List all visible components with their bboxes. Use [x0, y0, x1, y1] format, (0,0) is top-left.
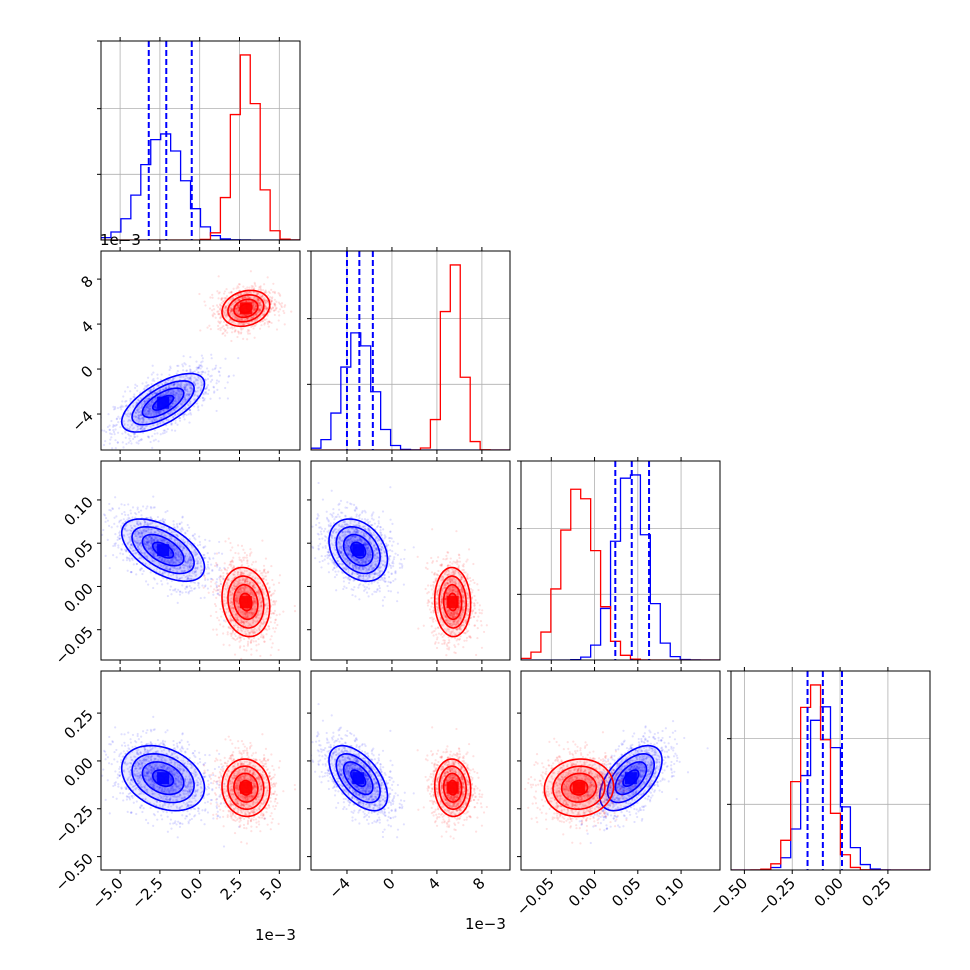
- y-tick-label: 0: [77, 362, 96, 381]
- x-tick-label: 4: [424, 874, 443, 893]
- axes-frame: [100, 670, 301, 871]
- peak-blue-2-1: [352, 544, 365, 557]
- y-tick-label: 0.00: [60, 580, 96, 616]
- axes-frame: [100, 460, 301, 661]
- histogram-red-0: [101, 54, 300, 240]
- x-tick-label: 0: [379, 874, 398, 893]
- peak-red-3-1: [446, 781, 459, 794]
- x-exponent-label: 1e−3: [255, 926, 296, 944]
- panel-1-1: [307, 247, 511, 454]
- panel-3-3: [727, 667, 931, 874]
- axes-frame: [730, 670, 931, 871]
- peak-blue-3-0: [157, 772, 170, 785]
- axes-frame: [520, 460, 721, 661]
- y-tick-label: −0.05: [52, 623, 97, 668]
- x-tick-label: −0.25: [754, 874, 799, 919]
- peak-red-2-1: [446, 596, 459, 609]
- peak-blue-2-0: [157, 544, 170, 557]
- x-tick-label: 0.05: [608, 874, 644, 910]
- x-tick-label: 0.00: [811, 874, 847, 910]
- peak-red-3-0: [239, 781, 252, 794]
- scatter-blue-2-0: [101, 495, 267, 622]
- x-tick-label: −4: [325, 874, 353, 902]
- x-tick-label: −2.5: [128, 874, 166, 912]
- axes-frame: [310, 460, 511, 661]
- axes-frame: [310, 670, 511, 871]
- peak-red-1-0: [239, 302, 252, 315]
- x-tick-label: −5.0: [88, 874, 126, 912]
- peak-blue-3-2: [624, 772, 637, 785]
- panel-3-2: [517, 667, 721, 874]
- y-tick-label: 0.00: [60, 754, 96, 790]
- panel-2-0: [97, 457, 301, 664]
- peak-blue-3-1: [352, 772, 365, 785]
- y-tick-label: −4: [68, 407, 96, 435]
- y-tick-label: 0.25: [60, 706, 96, 742]
- y-exponent-label: 1e−3: [100, 231, 141, 249]
- x-tick-label: −0.05: [513, 874, 558, 919]
- x-exponent-label: 1e−3: [465, 915, 506, 933]
- axes-frame: [310, 250, 511, 451]
- peak-red-2-0: [239, 596, 252, 609]
- panel-0-0: [97, 37, 301, 244]
- histogram-blue-1: [311, 332, 510, 450]
- x-tick-label: 0.10: [652, 874, 688, 910]
- y-tick-label: −0.50: [52, 850, 97, 895]
- peak-red-3-2: [572, 781, 585, 794]
- panel-3-0: [97, 667, 301, 874]
- panel-2-1: [307, 457, 511, 664]
- x-tick-label: 0.0: [177, 874, 207, 904]
- y-tick-label: 4: [77, 317, 96, 336]
- x-tick-label: 0.00: [565, 874, 601, 910]
- peak-blue-1-0: [157, 396, 170, 409]
- y-tick-label: 0.10: [60, 493, 96, 529]
- panel-1-0: [97, 247, 301, 454]
- histogram-red-1: [311, 264, 510, 450]
- axes-frame: [520, 670, 721, 871]
- axes-frame: [100, 250, 301, 451]
- y-tick-label: 8: [77, 272, 96, 291]
- panel-3-1: [307, 667, 511, 874]
- x-tick-label: −0.50: [706, 874, 751, 919]
- panel-2-2: [517, 457, 721, 664]
- x-tick-label: 8: [469, 874, 488, 893]
- x-tick-label: 0.25: [858, 874, 894, 910]
- y-tick-label: 0.05: [60, 536, 96, 572]
- y-tick-label: −0.25: [52, 802, 97, 847]
- axes-frame: [100, 40, 301, 241]
- x-tick-label: 2.5: [217, 874, 247, 904]
- x-tick-label: 5.0: [257, 874, 287, 904]
